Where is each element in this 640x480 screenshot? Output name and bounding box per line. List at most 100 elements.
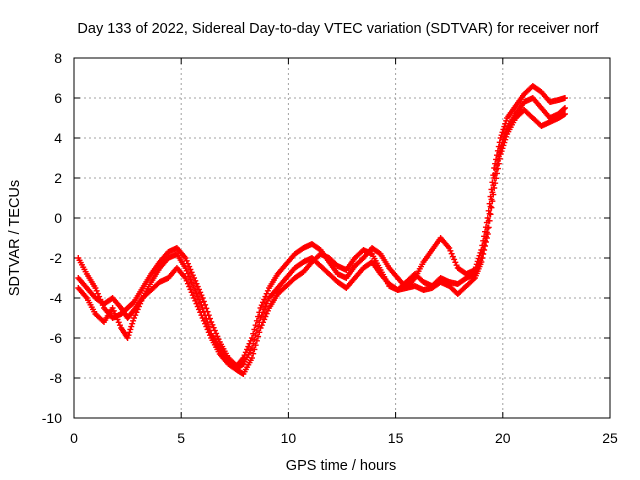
data-point: [189, 272, 196, 279]
data-point: [495, 160, 502, 167]
data-point: [250, 350, 257, 357]
data-point: [182, 265, 189, 271]
data-point: [210, 324, 217, 331]
data-point: [561, 105, 568, 112]
data-point: [471, 267, 478, 273]
data-point: [478, 259, 485, 265]
data-point: [258, 302, 265, 309]
y-tick-label: -4: [50, 290, 63, 306]
x-tick-label: 5: [177, 430, 185, 446]
data-point: [477, 249, 484, 256]
data-point: [195, 286, 202, 293]
data-point: [256, 329, 263, 336]
data-point: [491, 185, 498, 191]
chart-title: Day 133 of 2022, Sidereal Day-to-day VTE…: [77, 21, 599, 37]
data-point: [197, 309, 204, 316]
data-point: [127, 326, 134, 333]
y-tick-label: 6: [54, 90, 62, 106]
data-point: [244, 346, 251, 353]
data-point: [500, 126, 507, 133]
data-point: [259, 299, 266, 306]
data-point: [252, 342, 259, 349]
series-3: [75, 107, 568, 377]
data-point: [194, 303, 201, 310]
data-point: [199, 315, 206, 321]
data-point: [202, 301, 209, 308]
data-point: [183, 267, 190, 274]
data-point: [263, 310, 270, 317]
data-point: [242, 349, 249, 356]
data-point: [479, 255, 486, 261]
data-point: [205, 329, 212, 336]
x-tick-label: 20: [495, 430, 511, 446]
data-point: [194, 293, 201, 300]
data-point: [250, 330, 257, 337]
data-point: [487, 211, 494, 218]
axis-ticks: 0 5 10 15 20 25 -10 -8 -6 -4 -2 0 2 4 6 8: [42, 50, 618, 446]
data-point: [125, 332, 132, 339]
data-point: [94, 290, 101, 297]
data-point: [451, 256, 458, 263]
data-point: [484, 231, 491, 237]
data-point: [188, 289, 195, 296]
data-point: [561, 95, 568, 101]
data-point: [503, 117, 510, 124]
y-tick-label: 2: [54, 170, 62, 186]
data-point: [194, 283, 201, 290]
data-point: [206, 315, 213, 322]
data-point: [499, 145, 506, 152]
data-point: [251, 326, 258, 333]
data-point: [204, 326, 211, 333]
y-tick-label: 8: [54, 50, 62, 66]
data-point: [200, 317, 207, 324]
y-tick-label: -8: [50, 370, 63, 386]
data-point: [501, 123, 508, 130]
data-point: [257, 325, 264, 331]
data-point: [239, 356, 246, 363]
x-tick-label: 25: [602, 430, 618, 446]
data-point: [126, 329, 133, 336]
data-point: [489, 179, 496, 186]
data-point: [247, 337, 254, 344]
data-point: [189, 292, 196, 299]
data-point: [213, 330, 220, 337]
data-point: [215, 336, 222, 343]
x-tick-label: 0: [70, 430, 78, 446]
data-point: [130, 317, 137, 324]
data-point: [500, 142, 507, 149]
data-point: [186, 283, 193, 290]
data-point: [184, 280, 191, 287]
data-point: [261, 296, 268, 303]
data-point: [183, 257, 190, 264]
data-point: [248, 355, 255, 361]
data-point: [485, 207, 492, 214]
data-point: [255, 313, 262, 320]
data-point: [203, 305, 210, 312]
data-point: [205, 312, 212, 319]
data-point: [92, 285, 99, 291]
data-point: [195, 306, 202, 313]
data-point: [253, 317, 260, 324]
data-point: [202, 320, 209, 327]
y-tick-label: -6: [50, 330, 63, 346]
data-point: [493, 170, 500, 177]
data-point: [481, 247, 488, 253]
data-point: [200, 298, 207, 305]
data-point: [501, 139, 508, 146]
data-point: [209, 321, 216, 328]
data-point: [493, 175, 500, 182]
data-point: [497, 135, 504, 141]
data-point: [204, 308, 211, 315]
data-point: [184, 260, 191, 267]
data-point: [195, 296, 202, 303]
data-point: [129, 320, 136, 327]
data-point: [259, 319, 266, 326]
data-point: [257, 305, 264, 311]
data-point: [184, 270, 191, 277]
data-point: [453, 262, 460, 269]
x-tick-label: 15: [388, 430, 404, 446]
data-point: [486, 217, 493, 224]
data-point: [182, 275, 189, 281]
y-tick-label: -2: [50, 250, 63, 266]
data-point: [186, 263, 193, 270]
